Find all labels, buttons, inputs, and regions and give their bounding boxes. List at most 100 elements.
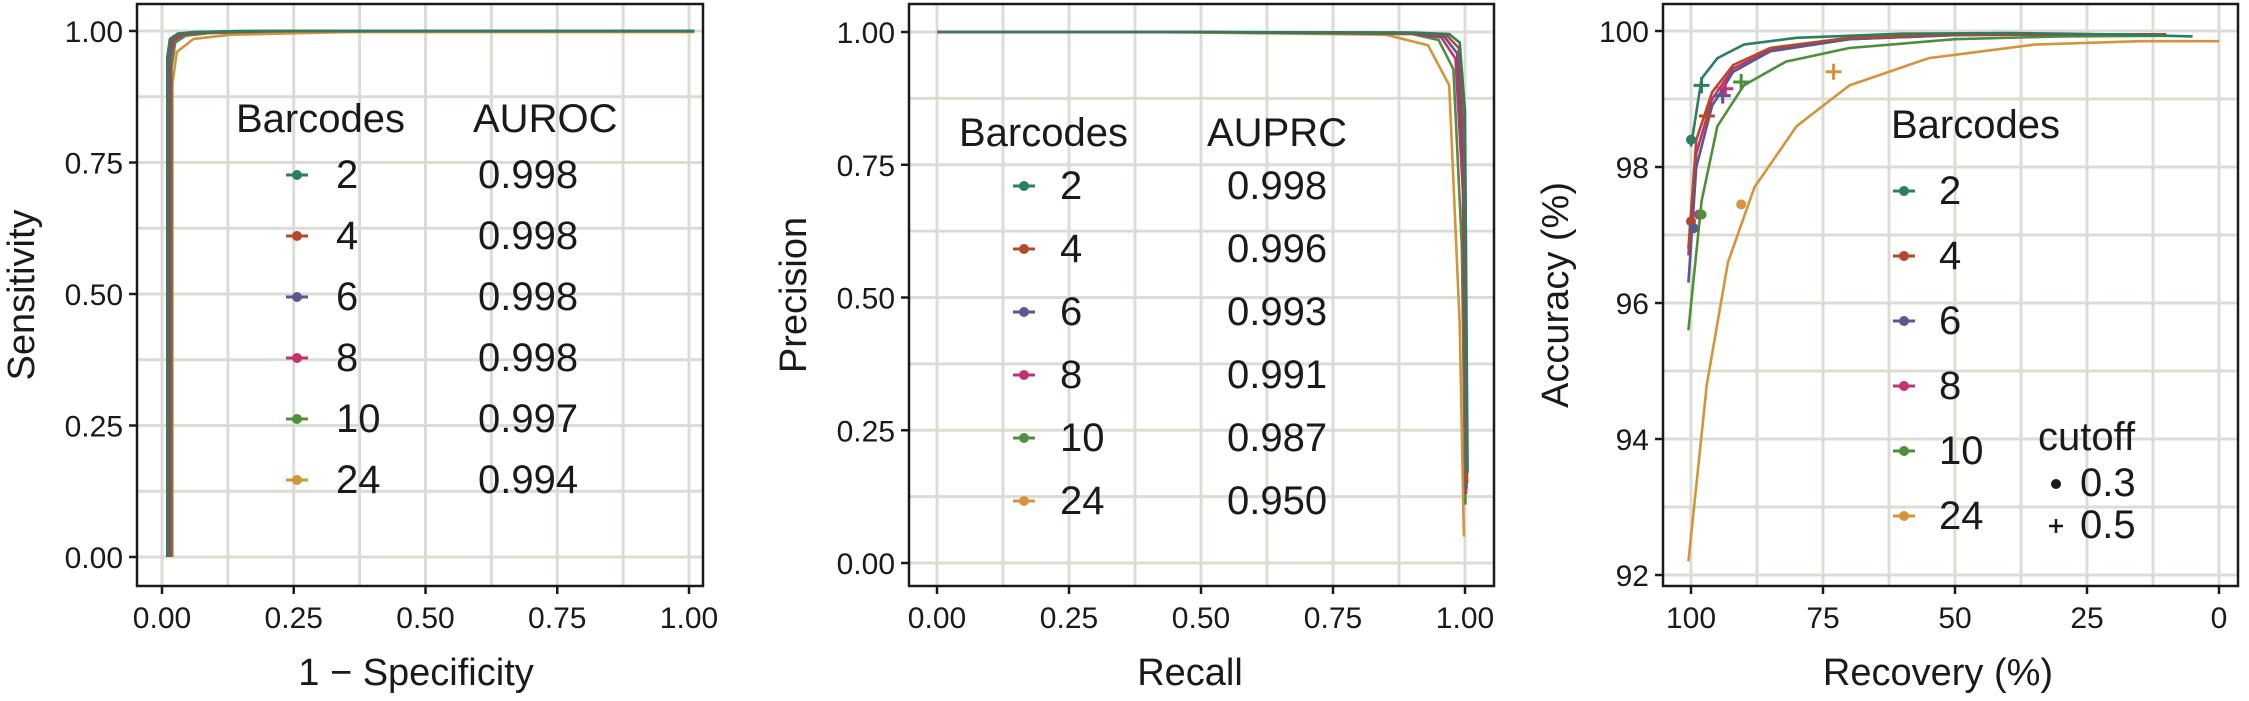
roc-legend-label: 2 (336, 153, 358, 197)
accuracy-y-tick-label: 94 (1616, 424, 1649, 457)
roc-legend-label: 4 (336, 214, 358, 258)
roc-legend-value: 0.998 (478, 336, 578, 380)
roc-legend-key-dot (292, 170, 302, 180)
roc-x-tick-label: 0.25 (265, 602, 323, 635)
accuracy-cutoff-legend-title: cutoff (2038, 415, 2136, 459)
accuracy-y-axis-title: Accuracy (%) (1535, 182, 1577, 408)
roc-legend-value: 0.998 (478, 275, 578, 319)
accuracy-cutoff-plus-8 (1717, 80, 1734, 97)
roc-legend-label: 10 (336, 397, 381, 441)
accuracy-y-tick-label: 92 (1616, 560, 1649, 593)
pr-x-tick-label: 0.25 (1040, 602, 1098, 635)
roc-x-tick-label: 0.50 (396, 602, 454, 635)
accuracy-series-line-10 (1687, 34, 2167, 331)
roc-legend-key-dot (292, 353, 302, 363)
accuracy-cutoff-legend-plus (2049, 519, 2063, 533)
accuracy-x-tick-label: 50 (1938, 602, 1971, 635)
pr-legend-key-dot (1019, 496, 1029, 506)
roc-y-tick-label: 1.00 (65, 16, 123, 49)
accuracy-x-tick-label: 0 (2211, 602, 2228, 635)
roc-legend-key-dot (292, 292, 302, 302)
pr-legend-value: 0.998 (1227, 164, 1327, 208)
pr-series-line-2 (937, 30, 1469, 473)
accuracy-cutoff-plus-24 (1825, 63, 1842, 80)
pr-legend-key-dot (1019, 244, 1029, 254)
roc-legend: Barcodes AUROC 2 0.998 4 0.998 6 0.998 8 0.998 1… (236, 97, 617, 502)
roc-x-tick-label: 1.00 (660, 602, 718, 635)
accuracy-y-tick-label: 96 (1616, 288, 1649, 321)
accuracy-series-line-6 (1687, 33, 2167, 283)
accuracy-legend-key-dot (1899, 316, 1909, 326)
pr-y-tick-label: 0.50 (837, 283, 895, 316)
accuracy-legend-label: 10 (1939, 429, 1984, 473)
accuracy-x-tick-label: 100 (1666, 602, 1716, 635)
roc-legend-key-dot (292, 231, 302, 241)
accuracy-legend-label: 8 (1939, 364, 1961, 408)
accuracy-legend-key-dot (1899, 251, 1909, 261)
accuracy-legend-key-dot (1899, 446, 1909, 456)
accuracy-legend-label: 24 (1939, 494, 1984, 538)
accuracy-cutoff-dot-2 (1686, 134, 1696, 145)
accuracy-legend-label: 6 (1939, 299, 1961, 343)
accuracy-legend-label: 2 (1939, 169, 1961, 213)
roc-series-line-2 (166, 29, 695, 557)
pr-x-tick-label: 1.00 (1436, 602, 1494, 635)
accuracy-panel: 100 75 50 25 0 92 94 96 98 100 Recovery (%) Accur… (1535, 2, 2240, 694)
pr-y-tick-label: 0.75 (837, 150, 895, 183)
pr-legend-label: 6 (1060, 290, 1082, 334)
roc-y-tick-label: 0.00 (65, 542, 123, 575)
accuracy-plot-border (1661, 2, 2240, 588)
accuracy-cutoff-plus-2 (1693, 77, 1710, 94)
pr-y-tick-label: 1.00 (837, 17, 895, 50)
pr-legend-label: 8 (1060, 353, 1082, 397)
accuracy-legend-key-dot (1899, 186, 1909, 196)
accuracy-x-tick-label: 75 (1806, 602, 1839, 635)
roc-x-tick-label: 0.75 (528, 602, 586, 635)
pr-x-axis-title: Recall (1137, 652, 1243, 694)
pr-legend-key-dot (1019, 370, 1029, 380)
pr-y-axis-title: Precision (773, 217, 815, 373)
accuracy-legend-title: Barcodes (1891, 103, 2060, 147)
accuracy-cutoff-plus-10 (1733, 74, 1750, 90)
accuracy-y-tick-label: 98 (1616, 152, 1649, 185)
accuracy-legend-key-dot (1899, 381, 1909, 391)
pr-legend-key-dot (1019, 307, 1029, 317)
roc-legend-value: 0.998 (478, 214, 578, 258)
pr-legend-label: 24 (1060, 479, 1105, 523)
accuracy-series-line-2 (1689, 31, 2193, 147)
pr-legend-value-title: AUPRC (1207, 111, 1347, 155)
accuracy-cutoff-dot-6 (1688, 223, 1699, 234)
roc-legend-label: 8 (336, 336, 358, 380)
accuracy-x-tick-label: 25 (2070, 602, 2103, 635)
pr-legend-label: 10 (1060, 416, 1105, 460)
roc-legend-value: 0.997 (478, 397, 578, 441)
accuracy-legend-label: 4 (1939, 234, 1961, 278)
pr-legend-value: 0.991 (1227, 353, 1327, 397)
pr-legend-title: Barcodes (959, 111, 1128, 155)
pr-x-tick-label: 0.00 (908, 602, 966, 635)
accuracy-cutoff-plus-4 (1698, 108, 1715, 124)
roc-panel: 0.00 0.25 0.50 0.75 1.00 0.00 0.25 0.50 0.75 1.00… (1, 2, 718, 694)
roc-legend-label: 24 (336, 458, 381, 502)
roc-y-axis-title: Sensitivity (1, 209, 43, 380)
roc-legend-value: 0.998 (478, 153, 578, 197)
roc-plot-border (135, 2, 705, 588)
pr-legend: Barcodes AUPRC 2 0.998 4 0.996 6 0.993 8 0.991 1… (959, 111, 1347, 523)
accuracy-cutoff-dot-10 (1696, 209, 1707, 220)
pr-y-tick-label: 0.00 (837, 548, 895, 581)
pr-legend-key-dot (1019, 433, 1029, 443)
roc-y-tick-label: 0.50 (65, 279, 123, 312)
accuracy-y-tick-label: 100 (1599, 16, 1649, 49)
accuracy-cutoff-dot-24 (1736, 199, 1747, 210)
pr-legend-value: 0.987 (1227, 416, 1327, 460)
pr-legend-value: 0.950 (1227, 479, 1327, 523)
roc-legend-key-dot (292, 475, 302, 485)
pr-x-tick-label: 0.75 (1304, 602, 1362, 635)
accuracy-cutoff-legend-label: 0.3 (2080, 461, 2136, 505)
roc-legend-value-title: AUROC (473, 97, 617, 141)
accuracy-series-line-24 (1687, 39, 2219, 562)
pr-legend-value: 0.996 (1227, 227, 1327, 271)
roc-y-tick-label: 0.25 (65, 411, 123, 444)
